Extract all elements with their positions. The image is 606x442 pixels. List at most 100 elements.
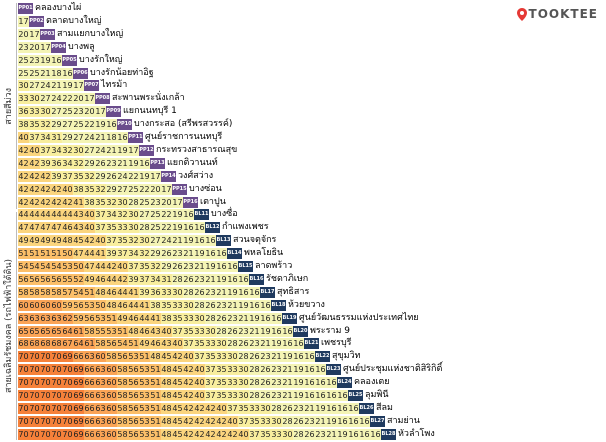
station-name: บางรักน้อยท่าอิฐ (90, 67, 154, 78)
fare-cell: 21 (282, 364, 293, 376)
fare-cell: 21 (172, 235, 183, 247)
fare-cell: 42 (183, 377, 194, 389)
fare-cell: 16 (326, 390, 337, 401)
fare-cell: 19 (183, 235, 194, 247)
fare-cell: 28 (227, 338, 238, 350)
fare-cell: 41 (73, 196, 84, 208)
fare-cell: 26 (161, 248, 172, 260)
fare-cell: 27 (29, 80, 40, 92)
fare-cell: 42 (227, 428, 238, 440)
fare-cell: 16 (205, 235, 216, 247)
fare-cell: 30 (128, 222, 139, 234)
fare-cell: 63 (29, 312, 40, 324)
fare-cell: 42 (18, 170, 29, 182)
fare-cell: 16 (304, 377, 315, 389)
fare-cell: 16 (359, 415, 370, 427)
fare-cell: 16 (51, 54, 62, 66)
fare-cell: 69 (73, 428, 84, 440)
fare-cell: 69 (73, 415, 84, 427)
line-group-label: สายสีม่วง (4, 87, 14, 125)
station-name: วงศ์สว่าง (178, 170, 214, 181)
fare-cell: 56 (18, 273, 29, 285)
fare-cell: 23 (238, 325, 249, 337)
fare-cell: 42 (84, 235, 95, 247)
fare-cell: 37 (95, 222, 106, 234)
fare-cell: 53 (84, 299, 95, 311)
fare-cell: 42 (18, 196, 29, 208)
fare-cell: 42 (216, 415, 227, 427)
fare-cell: 70 (29, 364, 40, 376)
fare-cell: 32 (95, 183, 106, 195)
fare-cell: 23 (249, 338, 260, 350)
fare-cell: 19 (293, 364, 304, 376)
fare-cell: 51 (150, 390, 161, 401)
fare-cell: 24 (95, 144, 106, 156)
fare-cell: 19 (260, 325, 271, 337)
fare-cell: 63 (95, 402, 106, 414)
fare-cell: 60 (51, 299, 62, 311)
fare-cell: 37 (40, 144, 51, 156)
fare-cell: 60 (29, 299, 40, 311)
fare-cell: 17 (29, 28, 40, 40)
fare-cell: 42 (205, 428, 216, 440)
fare-cell: 42 (18, 157, 29, 169)
fare-cell: 60 (106, 402, 117, 414)
station-code-badge: BL21 (304, 338, 319, 350)
fare-cell: 23 (216, 299, 227, 311)
fare-cell: 59 (62, 299, 73, 311)
fare-cell: 70 (51, 364, 62, 376)
fare-cell: 69 (73, 390, 84, 401)
fare-cell: 53 (139, 390, 150, 401)
station-code-badge: PP06 (73, 67, 88, 79)
fare-cell: 43 (150, 325, 161, 337)
fare-cell: 45 (161, 351, 172, 363)
fare-cell: 37 (183, 338, 194, 350)
fare-cell: 22 (139, 183, 150, 195)
fare-cell: 19 (271, 338, 282, 350)
fare-cell: 70 (51, 351, 62, 363)
fare-cell: 19 (293, 377, 304, 389)
fare-cell: 40 (117, 261, 128, 272)
fare-cell: 33 (117, 222, 128, 234)
fare-cell: 17 (40, 41, 51, 53)
fare-cell: 68 (40, 338, 51, 350)
fare-cell: 35 (216, 377, 227, 389)
fare-cell: 38 (73, 183, 84, 195)
fare-cell: 29 (84, 157, 95, 169)
fare-cell: 70 (18, 428, 29, 440)
fare-cell: 70 (62, 428, 73, 440)
station-name: กำแพงเพชร (222, 222, 269, 233)
fare-cell: 16 (348, 428, 359, 440)
station-code-badge: BL25 (348, 390, 363, 401)
fare-cell: 28 (249, 390, 260, 401)
fare-cell: 42 (194, 415, 205, 427)
fare-cell: 37 (62, 170, 73, 182)
fare-cell: 17 (73, 80, 84, 92)
fare-cell: 40 (194, 364, 205, 376)
fare-cell: 58 (117, 364, 128, 376)
fare-cell: 63 (18, 312, 29, 324)
station-name: ศูนย์ราชการนนทบุรี (145, 132, 223, 142)
fare-cell: 70 (62, 377, 73, 389)
fare-cell: 26 (249, 351, 260, 363)
fare-cell: 35 (194, 338, 205, 350)
fare-cell: 69 (62, 351, 73, 363)
fare-cell: 35 (84, 183, 95, 195)
fare-cell: 20 (18, 28, 29, 40)
fare-cell: 56 (128, 377, 139, 389)
fare-cell: 33 (172, 299, 183, 311)
fare-cell: 58 (29, 286, 40, 298)
fare-cell: 70 (40, 415, 51, 427)
fare-cell: 35 (95, 196, 106, 208)
fare-cell: 44 (139, 312, 150, 324)
station-code-badge: PP14 (161, 170, 176, 182)
fare-cell: 56 (128, 402, 139, 414)
fare-cell: 51 (84, 286, 95, 298)
fare-cell: 16 (62, 67, 73, 79)
fare-cell: 32 (73, 157, 84, 169)
fare-cell: 42 (183, 364, 194, 376)
fare-cell: 28 (183, 286, 194, 298)
fare-cell: 70 (51, 428, 62, 440)
station-code-badge: PP08 (95, 93, 110, 105)
fare-cell: 20 (161, 196, 172, 208)
